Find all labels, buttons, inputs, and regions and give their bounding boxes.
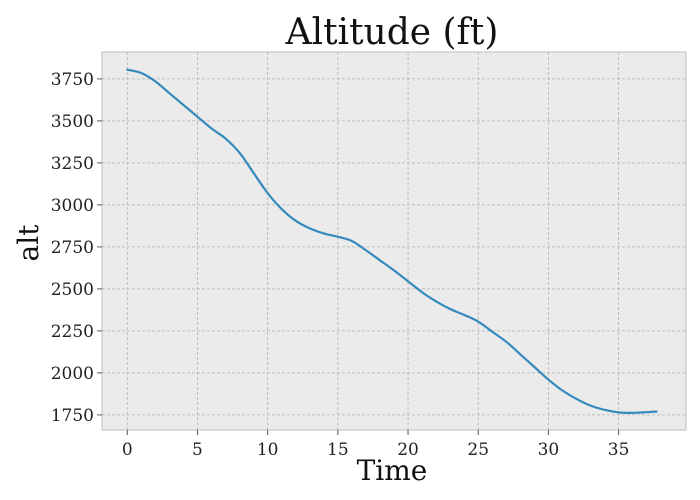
series-lines	[126, 68, 658, 414]
y-tick-label: 1750	[51, 406, 94, 426]
chart-title: Altitude (ft)	[285, 12, 499, 53]
x-tick-label: 25	[467, 440, 489, 460]
y-tick-label: 3750	[51, 70, 94, 90]
x-axis-label: Time	[357, 454, 428, 487]
x-tick-label: 30	[538, 440, 560, 460]
y-tick-label: 2500	[51, 280, 94, 300]
x-tick-label: 0	[122, 440, 133, 460]
y-tick-label: 3000	[51, 196, 94, 216]
y-tick-label: 2000	[51, 364, 94, 384]
y-tick-label: 3500	[51, 112, 94, 132]
plot-area	[101, 51, 687, 431]
altitude-line	[126, 68, 658, 414]
grid-lines	[102, 52, 686, 430]
y-tick-label: 2750	[51, 238, 94, 258]
y-axis-label: alt	[12, 224, 45, 262]
x-tick-label: 20	[397, 440, 419, 460]
x-tick-label: 15	[327, 440, 349, 460]
axis-ticks: 0 5 10 15 20 25 30 35 1750 2000 2250 2500 2750 3000 32…	[51, 70, 630, 460]
x-tick-label: 5	[192, 440, 203, 460]
x-tick-label: 10	[257, 440, 279, 460]
y-tick-label: 3250	[51, 154, 94, 174]
x-tick-label: 35	[608, 440, 630, 460]
y-tick-label: 2250	[51, 322, 94, 342]
